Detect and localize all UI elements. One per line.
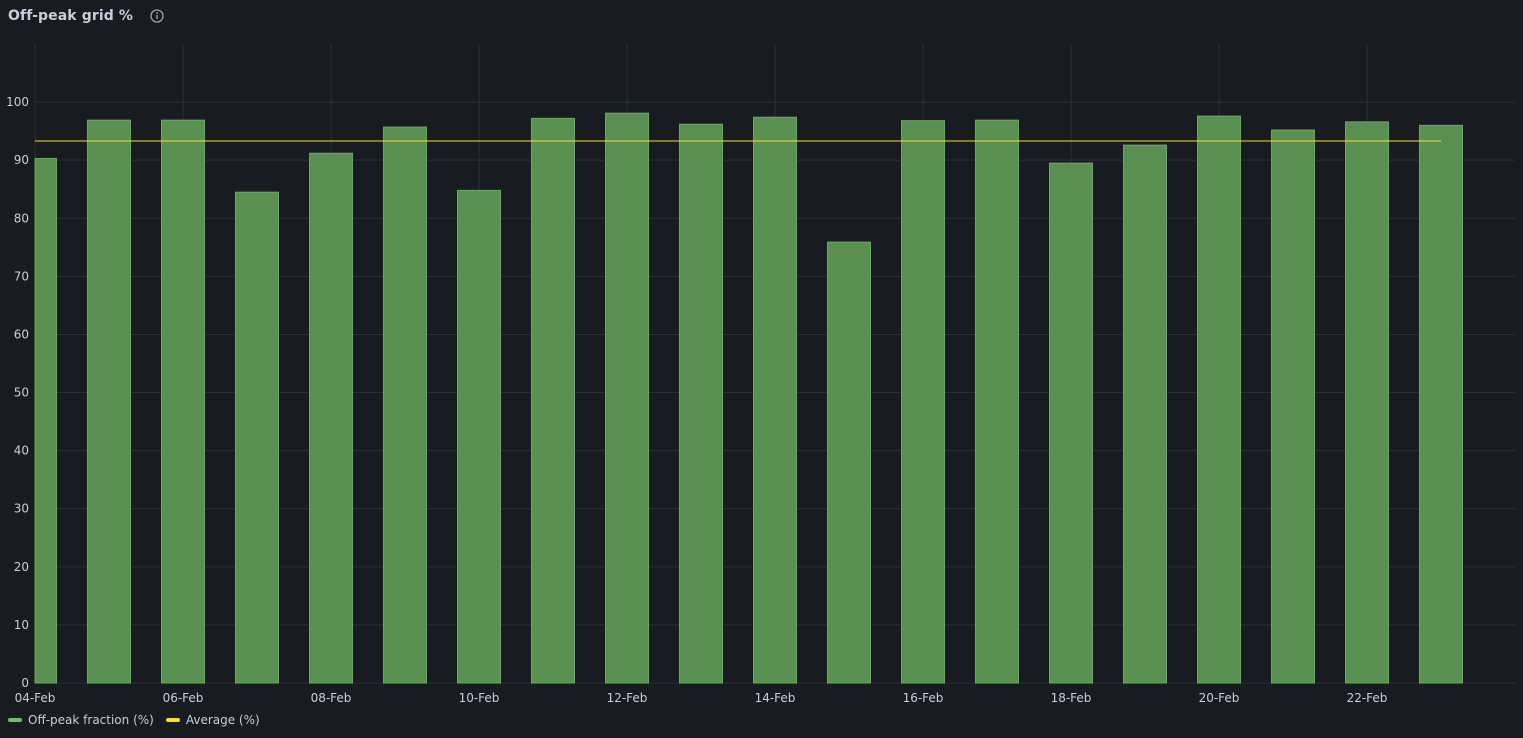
y-tick-label: 20 xyxy=(14,560,29,574)
panel-header: Off-peak grid % xyxy=(8,4,165,28)
bar xyxy=(383,126,427,684)
info-circle-icon[interactable] xyxy=(149,8,165,24)
bar xyxy=(161,119,205,684)
x-tick-label: 08-Feb xyxy=(311,691,352,705)
legend-label-offpeak: Off-peak fraction (%) xyxy=(28,713,154,727)
legend-label-average: Average (%) xyxy=(185,713,260,727)
legend-swatch-offpeak xyxy=(8,718,22,722)
bar xyxy=(1197,115,1241,684)
y-tick-label: 90 xyxy=(14,153,29,167)
bar xyxy=(1345,121,1389,684)
bar xyxy=(1419,124,1463,684)
x-tick-label: 20-Feb xyxy=(1199,691,1240,705)
x-tick-label: 10-Feb xyxy=(459,691,500,705)
x-axis: 04-Feb 06-Feb 08-Feb 10-Feb 12-Feb 14-Feb 16-F… xyxy=(15,691,1388,705)
bar xyxy=(1271,129,1315,684)
x-tick-label: 18-Feb xyxy=(1051,691,1092,705)
x-tick-label: 06-Feb xyxy=(163,691,204,705)
bar xyxy=(679,123,723,684)
bar xyxy=(235,191,279,684)
panel-title: Off-peak grid % xyxy=(8,8,133,24)
bar xyxy=(975,119,1019,684)
x-tick-label: 14-Feb xyxy=(755,691,796,705)
legend-swatch-average xyxy=(165,718,180,722)
bar xyxy=(827,241,871,684)
bar xyxy=(457,189,501,684)
bar xyxy=(605,112,649,684)
bar xyxy=(34,157,57,684)
bar xyxy=(1049,162,1093,684)
bar xyxy=(309,152,353,684)
x-tick-label: 04-Feb xyxy=(15,691,56,705)
bar xyxy=(901,120,945,684)
y-tick-label: 10 xyxy=(14,618,29,632)
y-axis: 0 10 20 30 40 50 60 70 80 90 100 xyxy=(6,95,29,690)
y-tick-label: 0 xyxy=(21,676,29,690)
bar xyxy=(87,119,131,684)
legend-item-average[interactable]: Average (%) xyxy=(165,713,260,727)
x-tick-label: 12-Feb xyxy=(607,691,648,705)
y-tick-label: 40 xyxy=(14,444,29,458)
y-tick-label: 100 xyxy=(6,95,29,109)
bar xyxy=(1123,144,1167,684)
x-tick-label: 16-Feb xyxy=(903,691,944,705)
bar xyxy=(531,117,575,684)
y-tick-label: 70 xyxy=(14,269,29,283)
bars xyxy=(34,112,1463,684)
y-tick-label: 50 xyxy=(14,386,29,400)
y-tick-label: 60 xyxy=(14,327,29,341)
x-tick-label: 22-Feb xyxy=(1347,691,1388,705)
y-tick-label: 30 xyxy=(14,502,29,516)
legend-item-offpeak[interactable]: Off-peak fraction (%) xyxy=(8,713,154,727)
bar xyxy=(753,116,797,684)
y-tick-label: 80 xyxy=(14,211,29,225)
legend: Off-peak fraction (%) Average (%) xyxy=(8,713,260,727)
